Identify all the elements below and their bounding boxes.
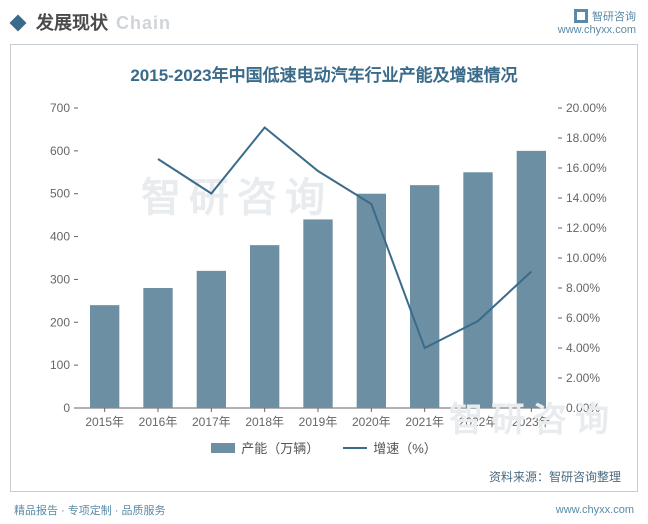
svg-text:2019年: 2019年 <box>299 415 338 429</box>
svg-text:10.00%: 10.00% <box>566 251 607 265</box>
header-title-en: Chain <box>116 13 171 34</box>
svg-text:2022年: 2022年 <box>459 415 498 429</box>
brand-url: www.chyxx.com <box>558 24 636 36</box>
svg-text:20.00%: 20.00% <box>566 102 607 115</box>
header-left: 发展现状 Chain <box>12 9 171 35</box>
legend-line-label: 增速（%） <box>373 438 437 457</box>
svg-text:500: 500 <box>50 187 70 201</box>
svg-text:2018年: 2018年 <box>245 415 284 429</box>
diamond-icon <box>10 15 27 32</box>
svg-text:0.00%: 0.00% <box>566 401 600 415</box>
chart-container: 智研咨询 2015-2023年中国低速电动汽车行业产能及增速情况 0100200… <box>10 44 638 492</box>
svg-text:200: 200 <box>50 315 70 329</box>
footer-right: www.chyxx.com <box>556 504 634 516</box>
brand-row: 智研咨询 <box>558 8 636 24</box>
svg-text:2023年: 2023年 <box>512 415 551 429</box>
svg-text:16.00%: 16.00% <box>566 161 607 175</box>
legend-bar-label: 产能（万辆） <box>241 438 319 457</box>
brand-icon <box>574 9 588 23</box>
legend-bar-item: 产能（万辆） <box>211 438 319 457</box>
svg-text:12.00%: 12.00% <box>566 221 607 235</box>
svg-text:2016年: 2016年 <box>139 415 178 429</box>
legend: 产能（万辆） 增速（%） <box>27 438 621 457</box>
svg-text:18.00%: 18.00% <box>566 131 607 145</box>
svg-text:0: 0 <box>63 401 70 415</box>
legend-bar-swatch <box>211 443 235 453</box>
svg-text:100: 100 <box>50 358 70 372</box>
header: 发展现状 Chain 智研咨询 www.chyxx.com <box>0 0 648 40</box>
header-title-cn: 发展现状 <box>36 9 108 35</box>
svg-text:2021年: 2021年 <box>405 415 444 429</box>
svg-text:2020年: 2020年 <box>352 415 391 429</box>
brand-name: 智研咨询 <box>592 8 636 24</box>
svg-text:4.00%: 4.00% <box>566 341 600 355</box>
svg-text:300: 300 <box>50 272 70 286</box>
chart-svg: 0 100 200 300 400 500 600 700 0.00% 2.00% 4.00% 6.0… <box>27 102 621 432</box>
legend-line-swatch <box>343 447 367 449</box>
footer: 精品报告 · 专项定制 · 品质服务 www.chyxx.com <box>0 496 648 524</box>
svg-text:14.00%: 14.00% <box>566 191 607 205</box>
svg-text:700: 700 <box>50 102 70 115</box>
svg-text:2.00%: 2.00% <box>566 371 600 385</box>
svg-text:2015年: 2015年 <box>85 415 124 429</box>
svg-text:400: 400 <box>50 230 70 244</box>
svg-text:8.00%: 8.00% <box>566 281 600 295</box>
svg-text:2017年: 2017年 <box>192 415 231 429</box>
header-right: 智研咨询 www.chyxx.com <box>558 8 636 36</box>
svg-text:6.00%: 6.00% <box>566 311 600 325</box>
svg-text:600: 600 <box>50 144 70 158</box>
chart-title: 2015-2023年中国低速电动汽车行业产能及增速情况 <box>27 61 621 86</box>
plot-area: 0 100 200 300 400 500 600 700 0.00% 2.00% 4.00% 6.0… <box>27 102 621 432</box>
footer-left: 精品报告 · 专项定制 · 品质服务 <box>14 502 166 518</box>
legend-line-item: 增速（%） <box>343 438 437 457</box>
source-text: 资料来源：智研咨询整理 <box>489 468 621 485</box>
